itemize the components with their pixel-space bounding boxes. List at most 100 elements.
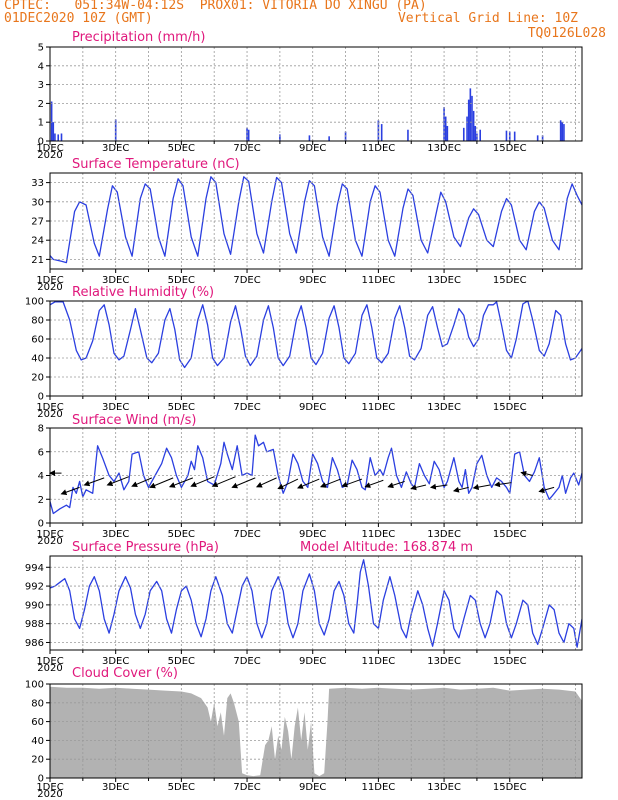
- y-tick-label: 1: [38, 118, 44, 129]
- wind-vectors: [49, 470, 555, 496]
- x-tick-label: 11DEC: [362, 529, 396, 540]
- precip-bar: [469, 88, 472, 141]
- header-coords: 051:34W-04:12S: [74, 0, 185, 13]
- precip-bar: [308, 135, 311, 141]
- x-tick-sublabel: 2020: [37, 282, 62, 293]
- precip-bar: [561, 122, 564, 141]
- wind-arrow: [277, 478, 299, 490]
- x-tick-label: 9DEC: [299, 275, 326, 286]
- precip-bar: [328, 136, 330, 141]
- y-tick-label: 30: [31, 197, 44, 208]
- plot-frame: [49, 683, 583, 779]
- y-tick-label: 100: [25, 680, 44, 691]
- series-group: [50, 301, 582, 369]
- y-tick-label: 5: [38, 43, 44, 54]
- precip-bar: [246, 127, 248, 141]
- header-model-code: TQ0126L028: [527, 26, 606, 41]
- series-group: [50, 559, 582, 648]
- precip-bar: [466, 116, 468, 141]
- y-tick-label: 6: [38, 447, 44, 458]
- panel-title: Surface Temperature (nC): [72, 157, 240, 172]
- header-line-1: CPTEC: 051:34W-04:12S PROX01: VITORIA DO…: [4, 0, 427, 13]
- x-tick-label: 11DEC: [362, 656, 396, 667]
- x-tick-label: 9DEC: [299, 529, 326, 540]
- grid: [50, 173, 582, 269]
- wind-arrow: [493, 481, 512, 488]
- x-tick-label: 3DEC: [102, 782, 129, 793]
- y-tick-label: 2: [38, 495, 44, 506]
- precip-bar: [52, 122, 55, 141]
- wind-arrow: [106, 476, 129, 486]
- y-tick-label: 0: [38, 392, 44, 403]
- panel-title: Surface Wind (m/s): [72, 413, 196, 428]
- wind-arrow: [520, 470, 533, 477]
- y-tick-label: 994: [25, 563, 44, 574]
- series-line: [50, 559, 582, 648]
- precip-bar: [50, 101, 53, 141]
- grid: [50, 556, 582, 650]
- wind-arrow: [410, 484, 427, 491]
- x-tick-label: 3DEC: [102, 402, 129, 413]
- x-tick-label: 5DEC: [168, 402, 195, 413]
- x-tick-label: 1DEC: [36, 529, 63, 540]
- header-source: CPTEC:: [4, 0, 51, 13]
- precip-bar: [380, 124, 383, 141]
- x-tick-label: 13DEC: [427, 656, 461, 667]
- y-tick-label: 20: [31, 755, 44, 766]
- x-tick-label: 9DEC: [299, 143, 326, 154]
- y-tick-label: 80: [31, 316, 44, 327]
- wind-arrow: [131, 477, 152, 488]
- x-tick-label: 15DEC: [493, 656, 527, 667]
- x-tick-label: 13DEC: [427, 275, 461, 286]
- wind-arrow: [83, 477, 105, 487]
- y-tick-label: 80: [31, 698, 44, 709]
- wind-arrow: [149, 477, 174, 489]
- y-tick-label: 0: [38, 519, 44, 530]
- x-tick-label: 7DEC: [233, 529, 260, 540]
- x-tick-label: 5DEC: [168, 656, 195, 667]
- x-tick-label: 15DEC: [493, 275, 527, 286]
- panel-0: 0 1 2 3 4 5 1DEC 3DEC 5DEC 7DEC 9DEC 11DEC 13DEC 15DE…: [36, 30, 583, 161]
- precip-bar: [505, 130, 508, 141]
- precip-bar: [446, 125, 449, 141]
- plot-frame: [49, 300, 583, 397]
- series-group: [50, 176, 582, 264]
- x-tick-label: 1DEC: [36, 656, 63, 667]
- plot-frame: [49, 46, 583, 142]
- panel-title: Cloud Cover (%): [72, 666, 178, 681]
- y-tick-label: 988: [25, 619, 44, 630]
- precip-bar: [559, 120, 562, 141]
- x-tick-sublabel: 2020: [37, 789, 62, 800]
- x-tick-label: 11DEC: [362, 402, 396, 413]
- wind-arrow: [387, 480, 405, 489]
- x-tick-label: 13DEC: [427, 782, 461, 793]
- precip-bar: [467, 99, 470, 141]
- x-tick-label: 7DEC: [233, 402, 260, 413]
- y-tick-label: 3: [38, 80, 44, 91]
- x-tick-label: 7DEC: [233, 143, 260, 154]
- wind-arrow: [452, 486, 469, 493]
- y-tick-label: 990: [25, 600, 44, 611]
- precip-bar: [279, 134, 281, 141]
- panel-1: 21 24 27 30 33 1DEC 3DEC 5DEC 7DEC 9DEC 11DEC 13DEC…: [31, 157, 583, 293]
- x-tick-label: 3DEC: [102, 656, 129, 667]
- x-tick-label: 1DEC: [36, 143, 63, 154]
- panel-title: Surface Pressure (hPa): [72, 540, 219, 555]
- precip-bar: [407, 129, 409, 141]
- wind-arrow: [319, 478, 341, 488]
- x-tick-label: 11DEC: [362, 782, 396, 793]
- cloud-area: [50, 686, 582, 778]
- precip-bar: [57, 134, 60, 141]
- grid: [50, 46, 582, 141]
- precip-bar: [536, 135, 539, 141]
- precip-bar: [247, 129, 250, 141]
- x-tick-label: 3DEC: [102, 143, 129, 154]
- x-tick-sublabel: 2020: [37, 409, 62, 420]
- x-tick-label: 15DEC: [493, 529, 527, 540]
- precip-bar: [472, 110, 475, 141]
- precip-bar: [54, 133, 56, 141]
- y-tick-label: 21: [31, 255, 44, 266]
- x-tick-label: 5DEC: [168, 275, 195, 286]
- x-tick-label: 9DEC: [299, 402, 326, 413]
- wind-arrow: [255, 477, 277, 488]
